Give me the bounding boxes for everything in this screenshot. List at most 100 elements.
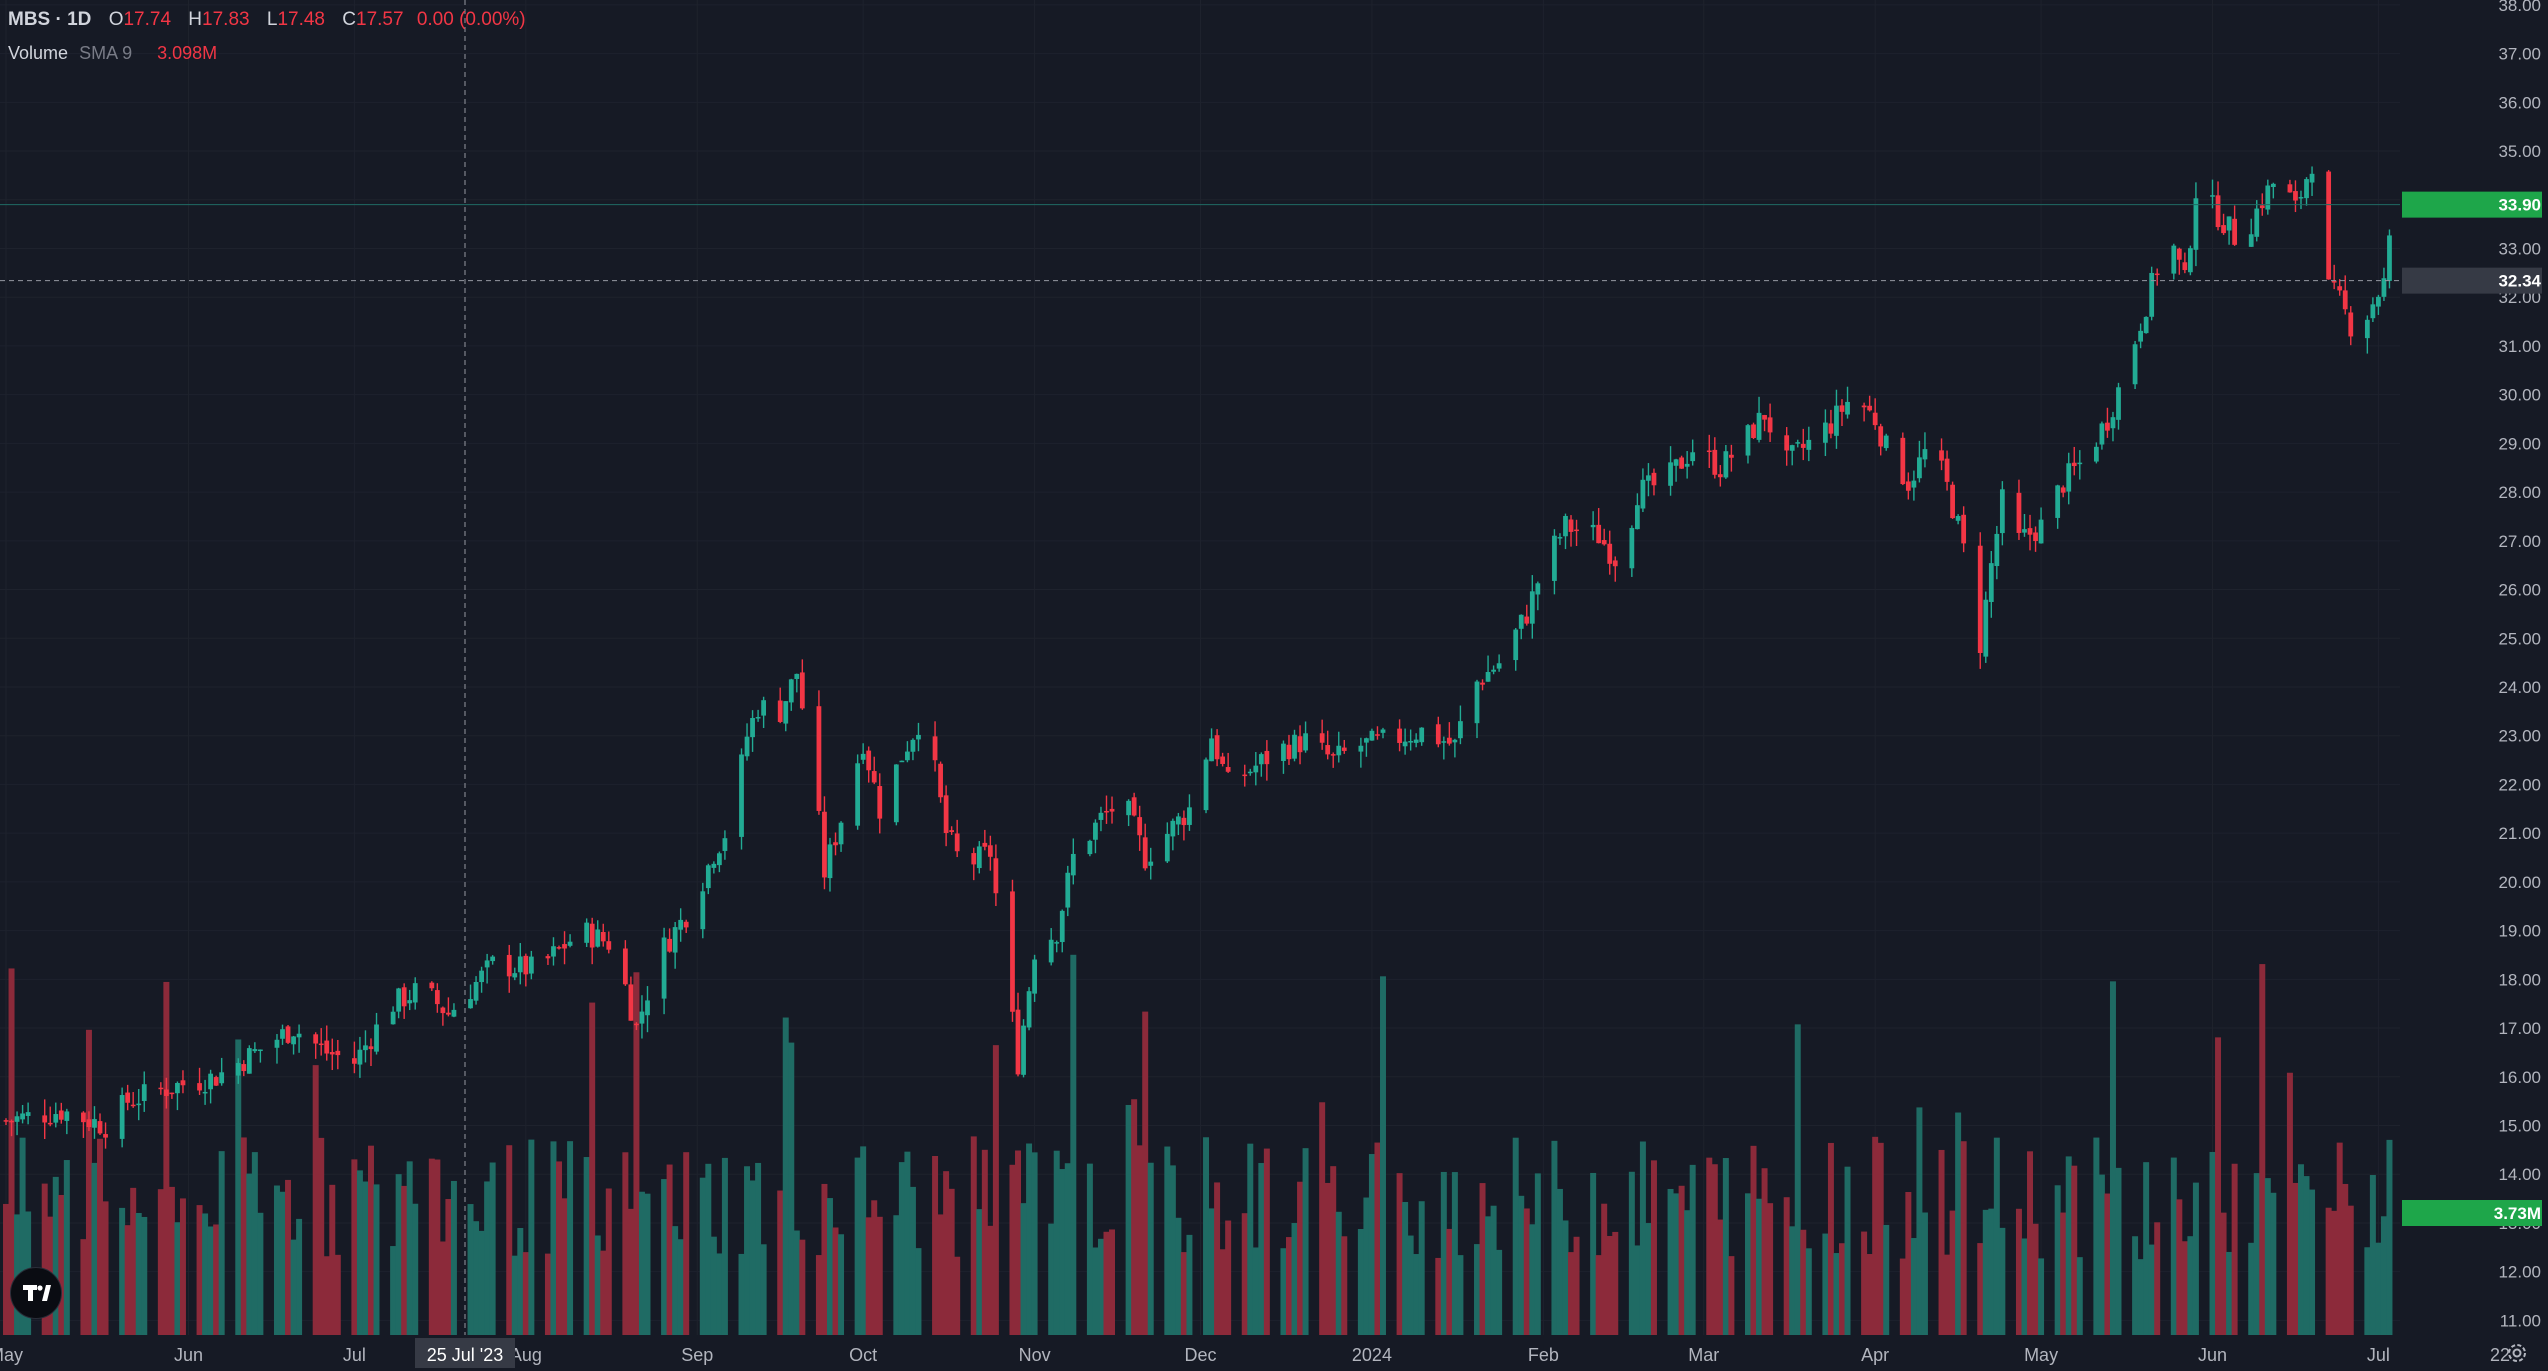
candle-body xyxy=(1524,616,1530,624)
candle-body xyxy=(645,1000,650,1016)
volume-bar xyxy=(2270,1192,2277,1335)
volume-bar xyxy=(721,1157,728,1335)
candle-body xyxy=(1187,807,1192,825)
candle-body xyxy=(1513,629,1519,661)
candle-body xyxy=(1220,756,1226,764)
candle-body xyxy=(600,931,606,942)
candle-body xyxy=(1330,754,1336,756)
volume-bar xyxy=(2015,1208,2022,1335)
volume-bar xyxy=(832,1227,839,1335)
candle-body xyxy=(1336,745,1342,756)
candle-body xyxy=(1358,745,1364,752)
candle-body xyxy=(1380,729,1386,733)
candle-body xyxy=(1518,614,1524,629)
volume-bar xyxy=(1064,1163,1071,1335)
volume-bar xyxy=(2054,1185,2061,1335)
candle-body xyxy=(357,1049,363,1065)
candle-body xyxy=(661,937,667,999)
candle-body xyxy=(1861,405,1867,408)
volume-bar xyxy=(583,1157,590,1335)
time-axis[interactable]: May Jun Jul Aug Sep Oct Nov Dec 2024 Feb Mar Apr May… xyxy=(0,1338,2510,1368)
volume-legend[interactable]: Volume SMA 9 3.098M xyxy=(8,40,217,66)
volume-bar xyxy=(1833,1253,1840,1335)
candle-body xyxy=(2110,417,2116,429)
volume-bar xyxy=(1335,1211,1342,1335)
volume-bar xyxy=(1556,1188,1563,1335)
price-tick-label: 18.00 xyxy=(2498,970,2541,989)
candle-body xyxy=(1054,942,1060,944)
candle-body xyxy=(1364,738,1369,743)
volume-bar xyxy=(2253,1173,2260,1335)
volume-bar xyxy=(1252,1247,1259,1335)
volume-bar xyxy=(815,1255,822,1335)
price-tick-label: 33.00 xyxy=(2498,239,2541,258)
candle-body xyxy=(446,1012,451,1015)
volume-bar xyxy=(1706,1157,1713,1335)
volume-bar xyxy=(1020,1203,1027,1335)
symbol-label[interactable]: MBS · 1D xyxy=(8,9,92,30)
volume-bar xyxy=(63,1160,70,1335)
gear-icon[interactable] xyxy=(2504,1340,2530,1366)
volume-bar xyxy=(838,1234,845,1335)
candle-body xyxy=(838,822,844,845)
volume-bar xyxy=(661,1179,668,1335)
volume-bar xyxy=(2226,1251,2233,1335)
candle-body xyxy=(219,1072,225,1084)
candle-body xyxy=(1026,991,1032,1028)
price-tick-label: 20.00 xyxy=(2498,873,2541,892)
tradingview-logo-icon[interactable] xyxy=(10,1267,62,1319)
candle-body xyxy=(1087,840,1093,855)
volume-bar xyxy=(2071,1165,2078,1335)
time-tick-label: Jun xyxy=(2198,1345,2227,1365)
candle-body xyxy=(64,1111,70,1121)
candle-body xyxy=(1010,891,1015,1012)
candle-body xyxy=(208,1073,214,1090)
candle-body xyxy=(1104,810,1109,813)
volume-bar xyxy=(406,1161,413,1335)
volume-bar xyxy=(1993,1137,2000,1335)
volume-bar xyxy=(2231,1163,2238,1335)
volume-bar xyxy=(1844,1166,1851,1335)
candle-body xyxy=(1535,583,1541,595)
candle-body xyxy=(1563,515,1568,537)
volume-bar xyxy=(677,1239,684,1335)
volume-bar xyxy=(1485,1216,1492,1335)
volume-bar xyxy=(1026,1143,1033,1335)
volume-bar xyxy=(2331,1210,2338,1335)
volume-bar xyxy=(799,1239,806,1335)
volume-bar xyxy=(373,1184,380,1335)
candle-body xyxy=(2033,532,2038,542)
volume-bar xyxy=(909,1186,916,1335)
volume-bar xyxy=(174,1222,181,1335)
time-tick-label: Mar xyxy=(1688,1345,1719,1365)
candle-body xyxy=(716,853,722,866)
volume-bar xyxy=(1285,1237,1292,1335)
candle-body xyxy=(296,1033,302,1038)
volume-bar xyxy=(755,1162,762,1335)
volume-bar xyxy=(876,1216,883,1335)
volume-bar xyxy=(1944,1254,1951,1335)
candle-body xyxy=(285,1026,291,1043)
volume-bar xyxy=(450,1180,457,1335)
volume-bar xyxy=(915,1248,922,1335)
candle-body xyxy=(606,941,612,950)
volume-bar xyxy=(1673,1193,1680,1335)
candle-body xyxy=(1164,833,1170,862)
candle-body xyxy=(2071,462,2077,467)
candle-body xyxy=(1834,405,1839,436)
candle-body xyxy=(1944,458,1950,482)
candle-body xyxy=(9,1120,14,1123)
price-axis[interactable]: 11.0012.0013.0014.0015.0016.0017.0018.00… xyxy=(2400,0,2548,1370)
candle-body xyxy=(1590,524,1596,528)
price-tick-label: 23.00 xyxy=(2498,727,2541,746)
candle-body xyxy=(1994,533,2000,567)
volume-bar xyxy=(1457,1255,1464,1335)
volume-bar xyxy=(329,1184,336,1335)
volume-bar xyxy=(2038,1258,2045,1335)
volume-bar xyxy=(976,1209,983,1335)
candle-body xyxy=(827,844,833,879)
volume-bar xyxy=(41,1183,48,1335)
volume-bar xyxy=(1639,1141,1646,1335)
volume-bar xyxy=(854,1157,861,1335)
